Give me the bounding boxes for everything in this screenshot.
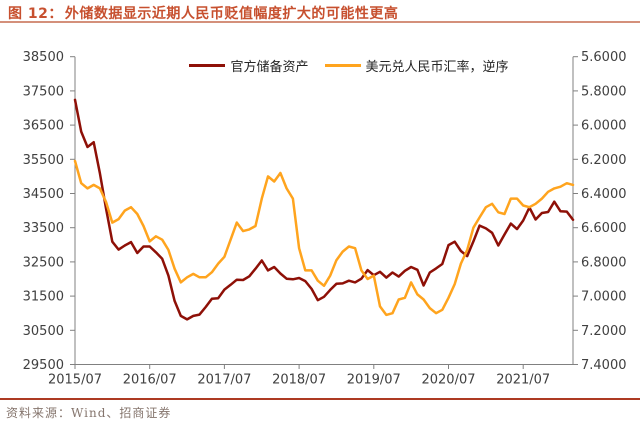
- right-axis-tick-label: 6.6000: [581, 221, 627, 236]
- left-axis-tick-label: 29500: [23, 358, 64, 373]
- source-note: 资料来源：Wind、招商证券: [6, 406, 172, 420]
- x-axis-tick-label: 2017/07: [197, 373, 251, 388]
- left-axis-tick-label: 32500: [23, 255, 64, 270]
- right-axis-tick-label: 5.6000: [581, 50, 627, 65]
- x-axis-tick-label: 2016/07: [123, 373, 177, 388]
- right-axis-tick-label: 6.8000: [581, 255, 627, 270]
- left-axis-tick-label: 34500: [23, 187, 64, 202]
- right-axis-tick-label: 6.2000: [581, 153, 627, 168]
- x-axis-tick-label: 2018/07: [272, 373, 326, 388]
- right-axis-tick-label: 7.2000: [581, 324, 627, 339]
- x-axis-tick-label: 2015/07: [48, 373, 102, 388]
- left-axis-tick-label: 30500: [23, 324, 64, 339]
- source-divider: [0, 398, 640, 400]
- legend-item-fx: 美元兑人民币汇率，逆序: [324, 56, 509, 75]
- figure-number: 图 12：: [8, 6, 63, 22]
- left-axis-tick-label: 37500: [23, 84, 64, 99]
- figure-title: 图 12： 外储数据显示近期人民币贬值幅度扩大的可能性更高: [8, 3, 398, 23]
- left-axis-tick-label: 35500: [23, 153, 64, 168]
- x-axis-tick-label: 2019/07: [347, 373, 401, 388]
- left-axis-tick-label: 36500: [23, 119, 64, 134]
- right-axis-tick-label: 6.0000: [581, 119, 627, 134]
- reserves-line-swatch: [189, 64, 226, 67]
- x-axis-tick-label: 2021/07: [496, 373, 550, 388]
- fx-rate-line: [73, 159, 575, 317]
- right-axis-tick-label: 5.8000: [581, 84, 627, 99]
- title-divider: [0, 21, 640, 23]
- fx-legend-label: 美元兑人民币汇率，逆序: [365, 60, 509, 75]
- left-axis-tick-label: 38500: [23, 50, 64, 65]
- fx-line-swatch: [324, 64, 361, 67]
- right-axis-tick-label: 7.0000: [581, 290, 627, 305]
- reserves-legend-label: 官方储备资产: [230, 60, 309, 75]
- figure-title-text: 外储数据显示近期人民币贬值幅度扩大的可能性更高: [64, 6, 399, 22]
- chart-legend: 官方储备资产 美元兑人民币汇率，逆序: [0, 56, 640, 75]
- legend-item-reserves: 官方储备资产: [189, 56, 309, 75]
- x-axis-tick-label: 2020/07: [421, 373, 475, 388]
- left-axis-tick-label: 33500: [23, 221, 64, 236]
- right-axis-tick-label: 6.4000: [581, 187, 627, 202]
- reserves-line: [73, 98, 575, 321]
- right-axis-tick-label: 7.4000: [581, 358, 627, 373]
- left-axis-tick-label: 31500: [23, 290, 64, 305]
